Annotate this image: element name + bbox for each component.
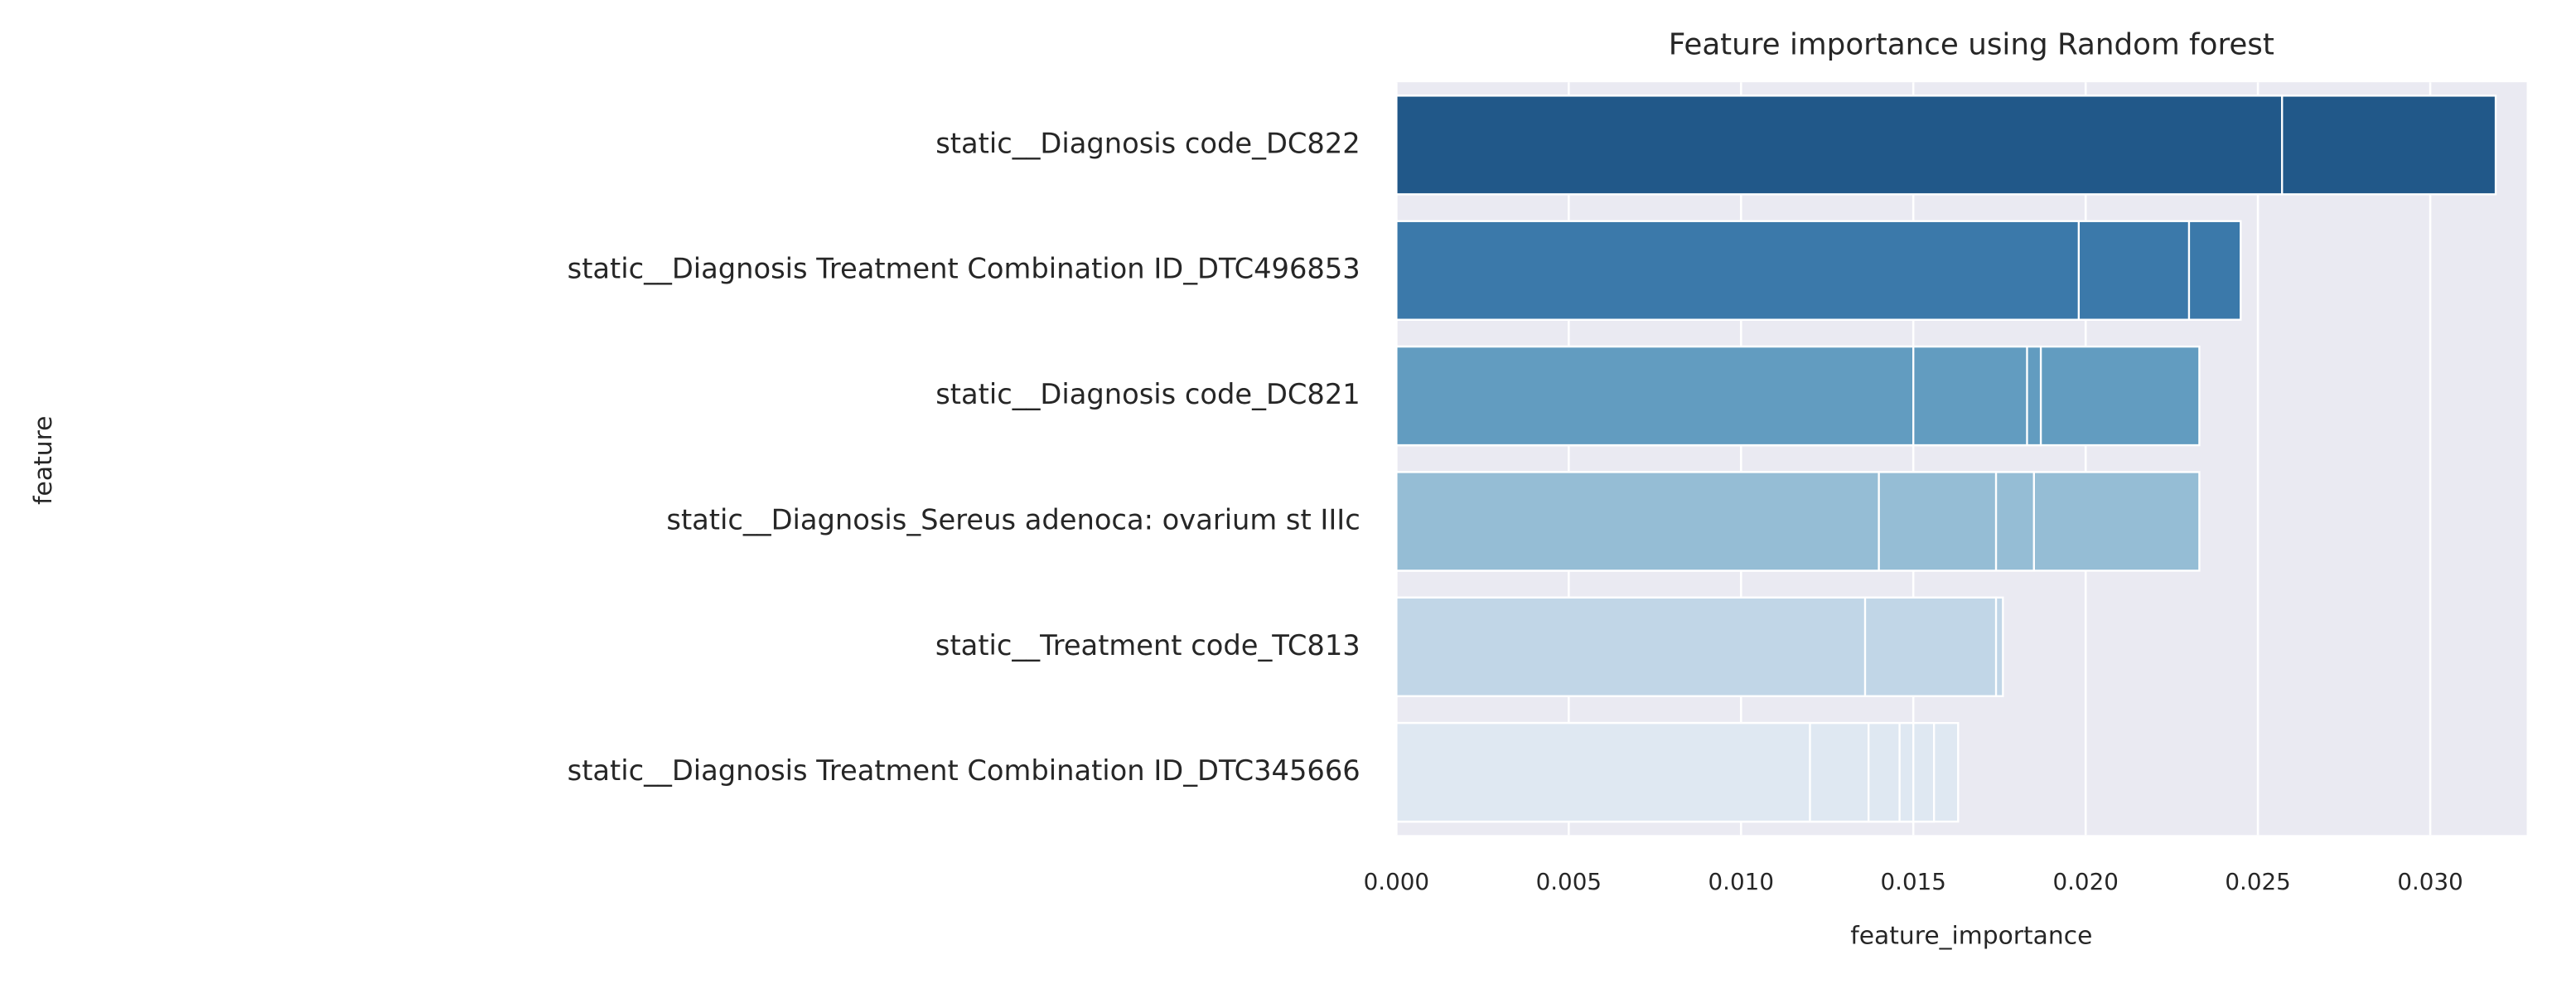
x-tick-label: 0.000 [1364, 868, 1429, 895]
x-tick-label: 0.030 [2397, 868, 2462, 895]
y-tick-label: static__Diagnosis Treatment Combination … [568, 754, 1360, 787]
y-tick-label: static__Diagnosis code_DC822 [935, 127, 1360, 159]
bar [1395, 345, 1915, 447]
y-tick-label: static__Diagnosis Treatment Combination … [568, 253, 1360, 285]
y-tick-label: static__Treatment code_TC813 [935, 629, 1360, 662]
bar [1395, 220, 2081, 321]
bar [1395, 721, 1811, 823]
bar [1395, 596, 1867, 697]
plot-background [1396, 82, 2527, 836]
bar [1395, 95, 2284, 196]
bar [1395, 471, 1880, 572]
y-tick-label: static__Diagnosis_Sereus adenoca: ovariu… [666, 503, 1360, 536]
x-tick-label: 0.005 [1536, 868, 1602, 895]
x-tick-label: 0.015 [1880, 868, 1945, 895]
x-tick-label: 0.020 [2052, 868, 2118, 895]
x-axis-label: feature_importance [1850, 922, 2092, 951]
y-tick-label: static__Diagnosis code_DC821 [935, 378, 1360, 410]
y-axis-label: feature [29, 416, 58, 505]
chart-title: Feature importance using Random forest [1669, 28, 2274, 62]
x-tick-label: 0.010 [1708, 868, 1774, 895]
x-tick-label: 0.025 [2225, 868, 2290, 895]
